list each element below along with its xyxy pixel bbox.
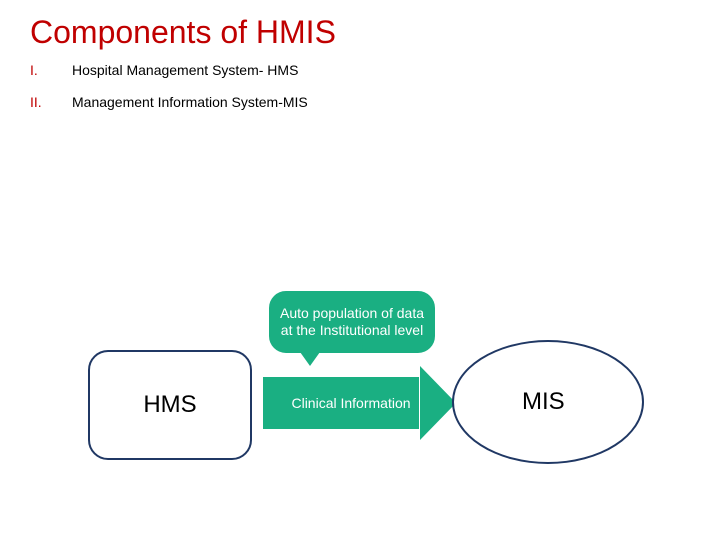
slide: Components of HMIS I. Hospital Managemen… <box>0 0 720 540</box>
hms-node: HMS <box>88 350 252 460</box>
mis-node-label: MIS <box>522 388 565 416</box>
list-item: I. Hospital Management System- HMS <box>30 62 308 78</box>
list-text: Management Information System-MIS <box>72 94 308 110</box>
list-numeral: II. <box>30 94 72 110</box>
list-numeral: I. <box>30 62 72 78</box>
list-text: Hospital Management System- HMS <box>72 62 308 78</box>
slide-title: Components of HMIS <box>30 14 336 51</box>
flow-arrow-label: Clinical Information <box>266 395 436 411</box>
callout-tail-icon <box>300 352 320 366</box>
auto-population-callout: Auto population of data at the Instituti… <box>268 290 436 354</box>
list-item: II. Management Information System-MIS <box>30 94 308 110</box>
component-list: I. Hospital Management System- HMS II. M… <box>30 62 308 126</box>
